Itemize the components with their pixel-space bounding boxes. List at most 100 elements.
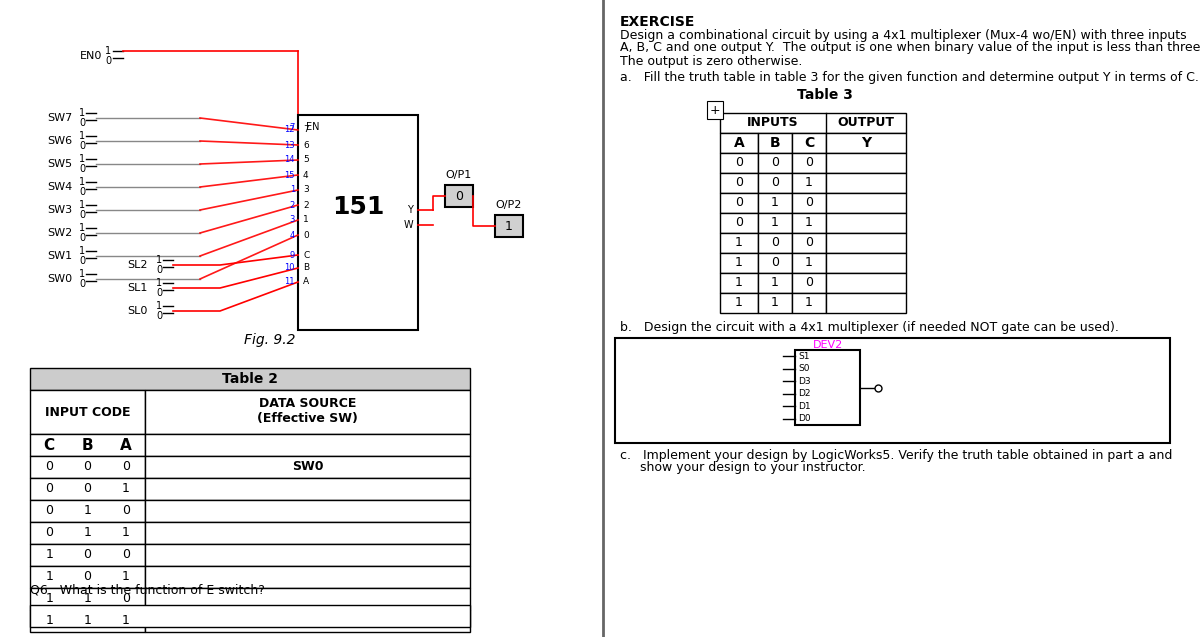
Text: Table 3: Table 3 — [797, 88, 853, 102]
Text: 1: 1 — [84, 527, 91, 540]
Text: SW7: SW7 — [47, 113, 72, 123]
Text: 1: 1 — [79, 177, 85, 187]
Text: DATA SOURCE: DATA SOURCE — [259, 397, 356, 410]
Text: 0: 0 — [79, 141, 85, 151]
Text: 0: 0 — [122, 592, 130, 606]
Bar — [826, 153, 906, 173]
Text: 0: 0 — [156, 311, 162, 321]
Text: 1: 1 — [805, 217, 812, 229]
Text: 1: 1 — [79, 269, 85, 279]
Text: EN0: EN0 — [79, 51, 102, 61]
Text: 1: 1 — [156, 255, 162, 265]
Bar — [758, 173, 792, 193]
Text: 0: 0 — [455, 189, 463, 203]
Text: 1: 1 — [156, 278, 162, 288]
Bar — [445, 185, 473, 207]
Text: 1: 1 — [106, 46, 112, 56]
Text: Q6.  What is the function of E switch?: Q6. What is the function of E switch? — [30, 583, 265, 596]
Bar — [826, 173, 906, 193]
Bar — [496, 215, 523, 237]
Text: 2: 2 — [302, 201, 308, 210]
Text: 13: 13 — [284, 141, 295, 150]
Text: 0: 0 — [79, 210, 85, 220]
Text: D0: D0 — [798, 414, 811, 423]
Text: 1: 1 — [79, 131, 85, 141]
Bar — [145, 544, 470, 566]
Text: 1: 1 — [84, 505, 91, 517]
Bar — [720, 173, 758, 193]
Text: 12: 12 — [284, 125, 295, 134]
Text: 1: 1 — [79, 108, 85, 118]
Bar — [30, 610, 145, 632]
Text: 0: 0 — [79, 279, 85, 289]
Text: 0: 0 — [805, 196, 814, 210]
Bar — [720, 293, 758, 313]
Bar — [792, 153, 826, 173]
Bar — [758, 213, 792, 233]
Text: Design a combinational circuit by using a 4x1 multiplexer (Mux-4 wo/EN) with thr: Design a combinational circuit by using … — [620, 29, 1187, 41]
Text: 0: 0 — [734, 217, 743, 229]
Text: SL2: SL2 — [127, 260, 148, 270]
Text: 0: 0 — [84, 482, 91, 496]
Text: 0: 0 — [772, 176, 779, 189]
Bar — [792, 233, 826, 253]
Text: 1: 1 — [772, 296, 779, 310]
Text: Y: Y — [407, 205, 413, 215]
Text: 1: 1 — [505, 220, 512, 233]
Text: 0: 0 — [46, 527, 53, 540]
Text: D2: D2 — [798, 389, 810, 398]
Text: 0: 0 — [79, 118, 85, 128]
Bar — [30, 390, 145, 434]
Text: 1: 1 — [805, 296, 812, 310]
Bar — [792, 173, 826, 193]
Text: 1: 1 — [805, 257, 812, 269]
Text: C: C — [302, 250, 310, 259]
Bar — [796, 350, 860, 425]
Text: 1: 1 — [772, 276, 779, 289]
Text: 0: 0 — [156, 288, 162, 298]
Text: W: W — [403, 220, 413, 230]
Text: D1: D1 — [798, 402, 811, 411]
Text: 151: 151 — [332, 196, 384, 220]
Text: INPUT CODE: INPUT CODE — [44, 406, 131, 419]
Text: A: A — [733, 136, 744, 150]
Text: 0: 0 — [79, 187, 85, 197]
Bar — [720, 233, 758, 253]
Text: EXERCISE: EXERCISE — [620, 15, 695, 29]
Text: 1: 1 — [772, 196, 779, 210]
Text: 7: 7 — [289, 122, 295, 131]
Text: 0: 0 — [156, 265, 162, 275]
Bar — [758, 233, 792, 253]
Text: 1: 1 — [289, 185, 295, 194]
Text: O/P2: O/P2 — [496, 200, 522, 210]
Bar — [758, 253, 792, 273]
Text: B: B — [302, 264, 310, 273]
Text: 0: 0 — [734, 196, 743, 210]
Text: c.   Implement your design by LogicWorks5. Verify the truth table obtained in pa: c. Implement your design by LogicWorks5.… — [620, 448, 1172, 461]
Text: 1: 1 — [122, 615, 130, 627]
Bar — [720, 113, 906, 133]
Bar — [826, 233, 906, 253]
Bar — [720, 153, 758, 173]
Text: 14: 14 — [284, 155, 295, 164]
Text: 1: 1 — [156, 301, 162, 311]
Text: 0: 0 — [805, 157, 814, 169]
Bar — [298, 115, 418, 330]
Bar — [145, 478, 470, 500]
Text: 0: 0 — [122, 548, 130, 561]
Text: D3: D3 — [798, 376, 811, 386]
Text: 3: 3 — [302, 185, 308, 194]
Text: 1: 1 — [122, 527, 130, 540]
Bar — [720, 213, 758, 233]
Bar — [792, 133, 826, 153]
Bar — [30, 434, 145, 456]
Text: SW0: SW0 — [47, 274, 72, 284]
Text: C: C — [804, 136, 814, 150]
Text: A: A — [302, 278, 310, 287]
Text: 4: 4 — [289, 231, 295, 240]
Text: A, B, C and one output Y.  The output is one when binary value of the input is l: A, B, C and one output Y. The output is … — [620, 41, 1200, 55]
Bar — [792, 253, 826, 273]
Text: 0: 0 — [734, 157, 743, 169]
Text: DEV2: DEV2 — [812, 340, 842, 350]
Bar — [720, 133, 758, 153]
